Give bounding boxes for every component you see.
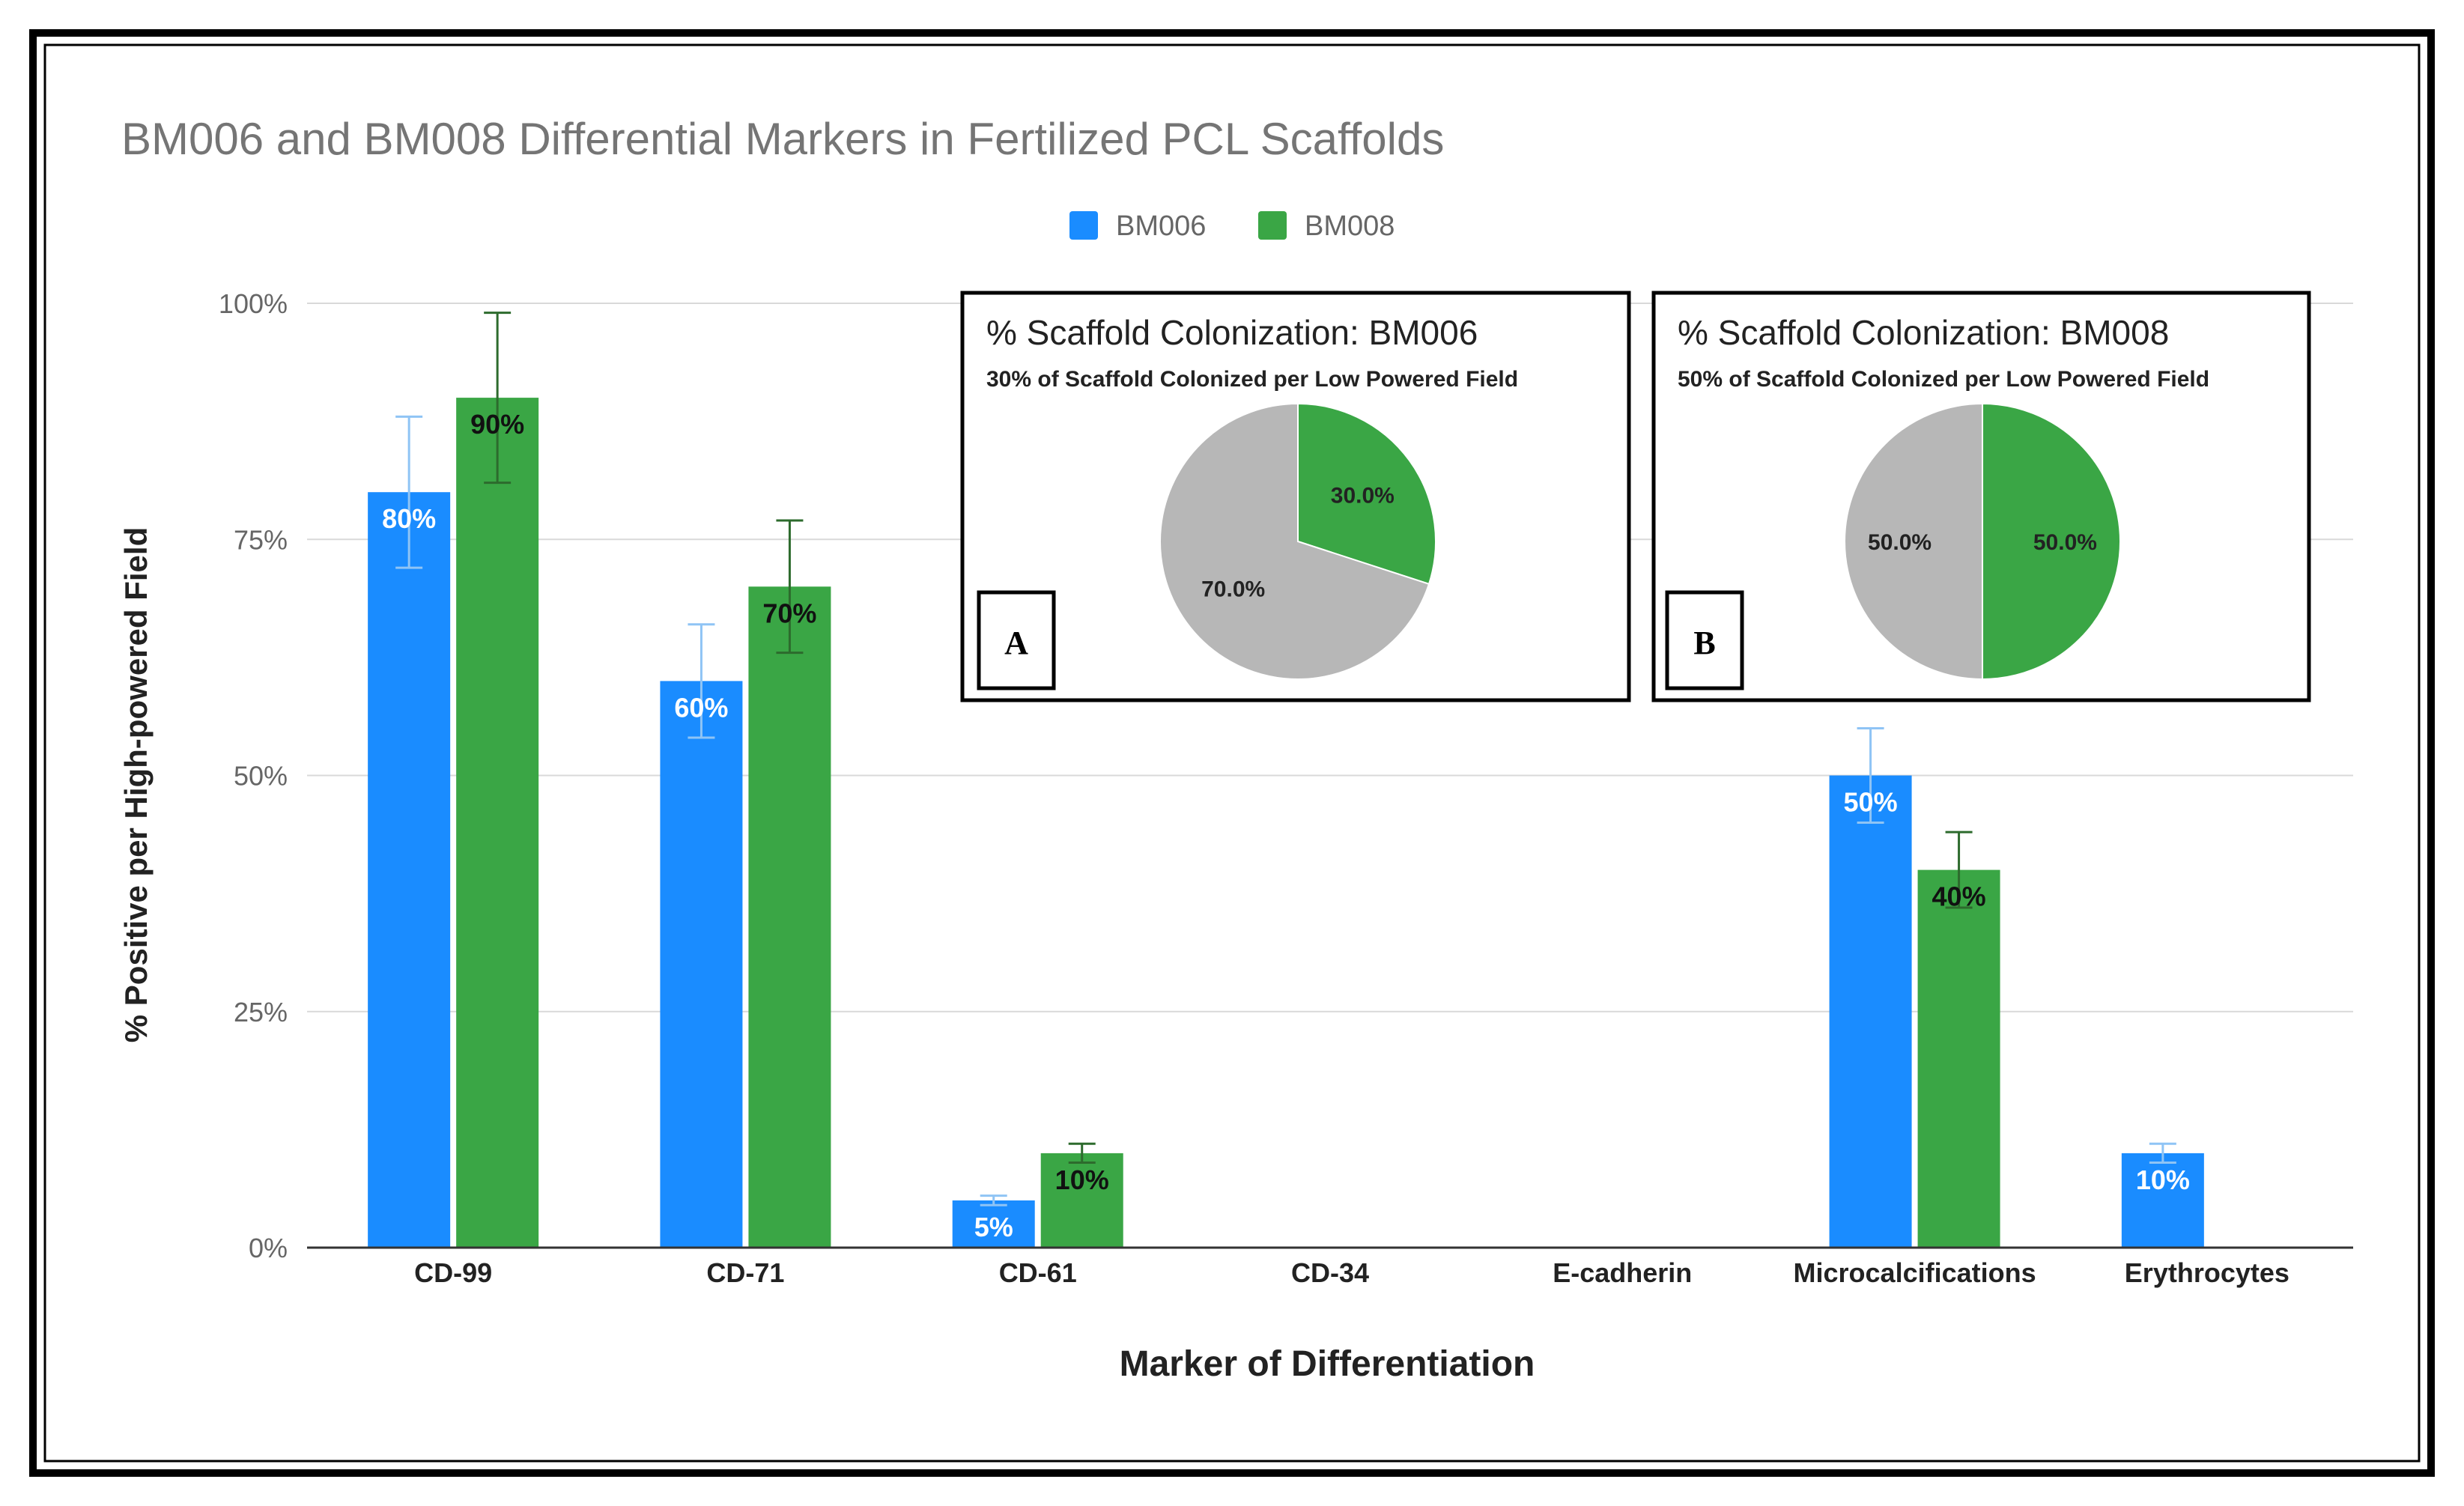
chart-title: BM006 and BM008 Differential Markers in …	[121, 114, 1444, 164]
bar-bm006	[368, 492, 451, 1248]
legend-swatch-bm008	[1258, 211, 1287, 240]
pie-slice-label: 50.0%	[2033, 530, 2097, 555]
x-tick-label: Erythrocytes	[2125, 1257, 2289, 1288]
bar-bm006	[1829, 775, 1912, 1248]
bar-bm008	[748, 586, 831, 1248]
data-label-bm008: 90%	[470, 409, 524, 440]
pie-slice-label: 50.0%	[1868, 530, 1932, 555]
axis-layer: 0% 25% 50% 75% 100% CD-99 CD-71 CD-61 CD-34 E-cad…	[219, 288, 2353, 1288]
y-axis-label: % Positive per High-powered Field	[118, 527, 154, 1042]
panel-label-b: B	[1693, 625, 1715, 661]
x-tick-label: CD-99	[414, 1257, 492, 1288]
data-label-bm008: 40%	[1932, 881, 1986, 912]
bars-layer: 80% 60% 5% 50% 10% 90% 70% 10% 40%	[368, 312, 2204, 1248]
data-label-bm006: 10%	[2136, 1165, 2190, 1195]
inset-a-subtitle: 30% of Scaffold Colonized per Low Powere…	[986, 367, 1518, 392]
data-label-bm006: 60%	[674, 692, 728, 723]
bar-bm006	[952, 1200, 1035, 1248]
bar-bm008	[456, 398, 539, 1248]
pie-a: 30.0% 70.0%	[1159, 402, 1436, 680]
data-label-bm008: 10%	[1055, 1165, 1109, 1195]
data-label-bm006: 5%	[974, 1212, 1013, 1242]
x-tick-label: E-cadherin	[1553, 1257, 1692, 1288]
legend-label-bm006: BM006	[1116, 210, 1206, 242]
pie-slice	[1297, 402, 1436, 586]
x-tick-label: CD-34	[1291, 1257, 1369, 1288]
legend-label-bm008: BM008	[1305, 210, 1395, 242]
data-label-bm006: 50%	[1844, 787, 1898, 818]
y-tick-label: 50%	[234, 761, 288, 792]
x-tick-label: CD-71	[706, 1257, 784, 1288]
pie-slice	[1844, 402, 1983, 681]
panel-label-b-box	[1665, 590, 1744, 690]
x-axis-label: Marker of Differentiation	[1120, 1344, 1535, 1384]
legend-swatch-bm006	[1069, 211, 1098, 240]
data-label-bm008: 70%	[762, 598, 816, 628]
y-tick-label: 25%	[234, 997, 288, 1027]
pie-b: 50.0% 50.0%	[1844, 402, 2121, 681]
legend: BM006 BM008	[1069, 210, 1395, 242]
y-tick-label: 0%	[249, 1233, 288, 1263]
inset-b-title: % Scaffold Colonization: BM008	[1678, 313, 2169, 352]
inset-b-subtitle: 50% of Scaffold Colonized per Low Powere…	[1678, 367, 2209, 392]
pie-slice-label: 70.0%	[1201, 577, 1265, 602]
x-tick-label: CD-61	[999, 1257, 1077, 1288]
pie-slice	[1159, 402, 1430, 680]
inset-panel-b: % Scaffold Colonization: BM008 50% of Sc…	[1651, 291, 2311, 702]
pie-slice-label: 30.0%	[1331, 483, 1395, 508]
bar-bm006	[660, 681, 743, 1248]
panel-label-a: A	[1004, 625, 1028, 661]
bar-bm008	[1917, 869, 2000, 1248]
x-tick-label: Microcalcifications	[1794, 1257, 2036, 1288]
bar-bm008	[1040, 1153, 1123, 1248]
bar-bm006	[2121, 1153, 2204, 1248]
y-tick-label: 75%	[234, 524, 288, 555]
data-label-bm006: 80%	[382, 503, 436, 534]
figure-frame-inner	[43, 43, 2421, 1463]
inset-panel-a: % Scaffold Colonization: BM006 30% of Sc…	[960, 291, 1631, 702]
y-tick-label: 100%	[219, 288, 288, 319]
panel-label-a-box	[977, 590, 1056, 690]
pie-slice	[1982, 402, 2121, 681]
inset-a-title: % Scaffold Colonization: BM006	[986, 313, 1478, 352]
